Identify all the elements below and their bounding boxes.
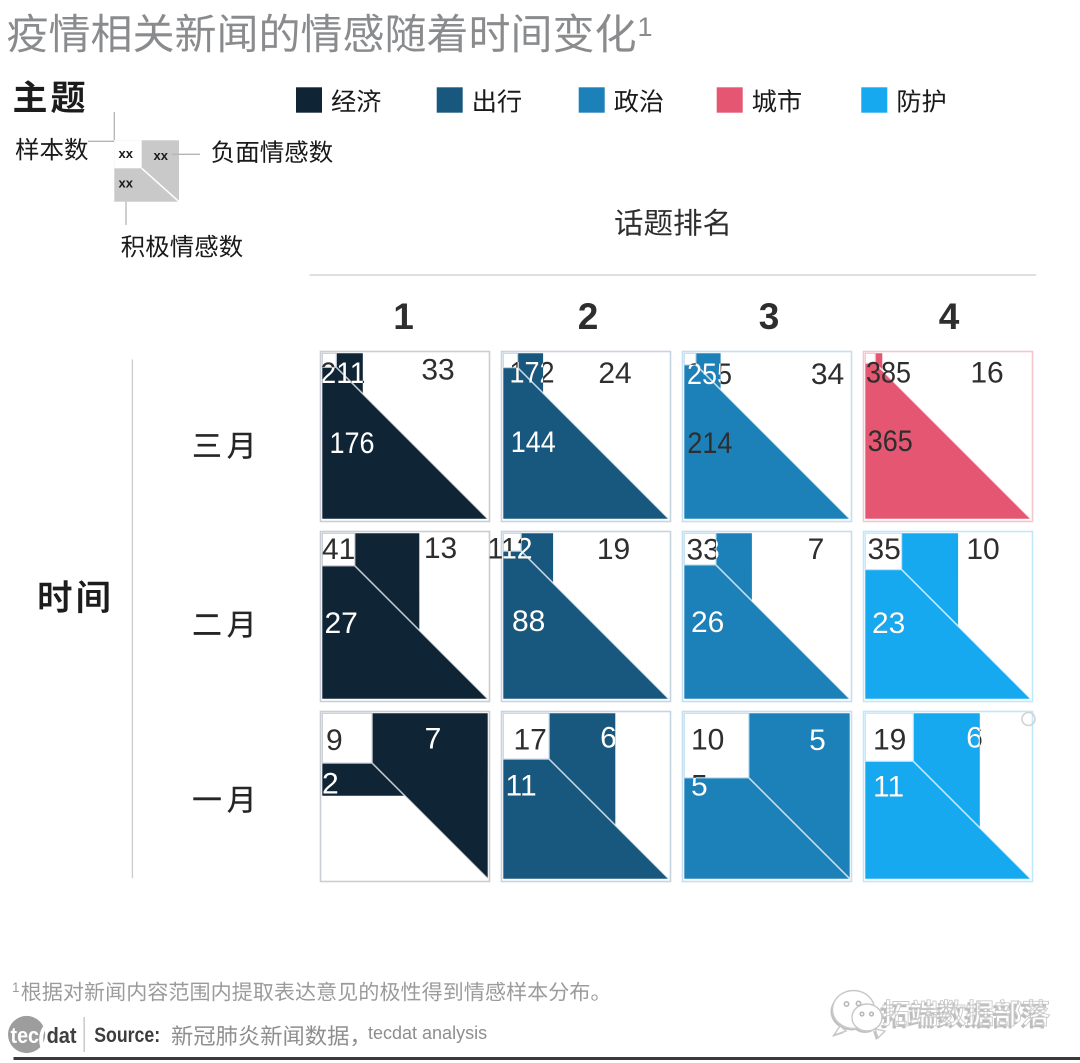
- svg-text:11: 11: [506, 770, 537, 803]
- svg-text:13: 13: [424, 532, 457, 565]
- svg-text:tec: tec: [11, 1023, 40, 1048]
- svg-text:10: 10: [966, 533, 999, 566]
- svg-text:35: 35: [868, 533, 901, 566]
- svg-text:33: 33: [421, 354, 454, 387]
- svg-text:16: 16: [970, 357, 1003, 390]
- svg-text:33: 33: [687, 534, 720, 567]
- svg-text:144: 144: [511, 426, 556, 459]
- svg-text:214: 214: [687, 427, 732, 460]
- svg-text:11: 11: [873, 771, 904, 804]
- svg-text:19: 19: [873, 724, 906, 757]
- svg-text:23: 23: [872, 607, 905, 640]
- svg-text:144: 144: [511, 426, 556, 459]
- svg-text:112: 112: [488, 533, 533, 566]
- svg-text:11: 11: [506, 770, 537, 803]
- svg-text:26: 26: [691, 606, 724, 639]
- svg-text:Source:: Source:: [94, 1023, 160, 1047]
- svg-text:41: 41: [322, 533, 355, 566]
- svg-text:88: 88: [512, 605, 545, 638]
- svg-text:19: 19: [597, 533, 630, 566]
- svg-text:1: 1: [393, 296, 414, 337]
- svg-text:6: 6: [966, 722, 983, 755]
- svg-text:6: 6: [600, 722, 617, 755]
- svg-text:6: 6: [966, 722, 983, 755]
- svg-text:7: 7: [425, 723, 442, 756]
- svg-text:xx: xx: [119, 146, 134, 161]
- svg-text:7: 7: [425, 723, 442, 756]
- svg-text:2: 2: [322, 768, 339, 801]
- svg-text:3: 3: [759, 296, 780, 337]
- svg-text:9: 9: [326, 724, 343, 757]
- svg-text:211: 211: [321, 357, 366, 390]
- svg-text:4: 4: [939, 296, 960, 337]
- svg-text:10: 10: [691, 724, 724, 757]
- svg-text:34: 34: [811, 358, 844, 391]
- svg-text:172: 172: [510, 357, 555, 390]
- svg-text:23: 23: [872, 607, 905, 640]
- svg-text:385: 385: [866, 357, 911, 390]
- svg-text:365: 365: [868, 425, 913, 458]
- svg-text:2: 2: [322, 768, 339, 801]
- svg-text:2: 2: [578, 296, 599, 337]
- svg-text:176: 176: [330, 427, 375, 460]
- svg-text:5: 5: [809, 724, 826, 757]
- svg-text:255: 255: [687, 358, 732, 391]
- svg-text:xx: xx: [154, 148, 169, 163]
- svg-text:6: 6: [600, 722, 617, 755]
- svg-text:11: 11: [873, 771, 904, 804]
- svg-text:17: 17: [514, 724, 547, 757]
- svg-text:tecdat analysis: tecdat analysis: [368, 1023, 487, 1043]
- svg-text:24: 24: [598, 357, 631, 390]
- svg-text:1: 1: [12, 980, 20, 995]
- svg-text:(: (: [38, 1022, 48, 1054]
- svg-text:27: 27: [325, 607, 358, 640]
- svg-text:5: 5: [809, 724, 826, 757]
- svg-text:dat: dat: [47, 1023, 78, 1048]
- svg-text:88: 88: [512, 605, 545, 638]
- svg-text:27: 27: [325, 607, 358, 640]
- svg-text:1: 1: [638, 12, 653, 42]
- svg-text:26: 26: [691, 606, 724, 639]
- svg-text:7: 7: [808, 533, 825, 566]
- svg-text:176: 176: [330, 427, 375, 460]
- svg-text:xx: xx: [119, 176, 134, 191]
- svg-text:5: 5: [691, 770, 708, 803]
